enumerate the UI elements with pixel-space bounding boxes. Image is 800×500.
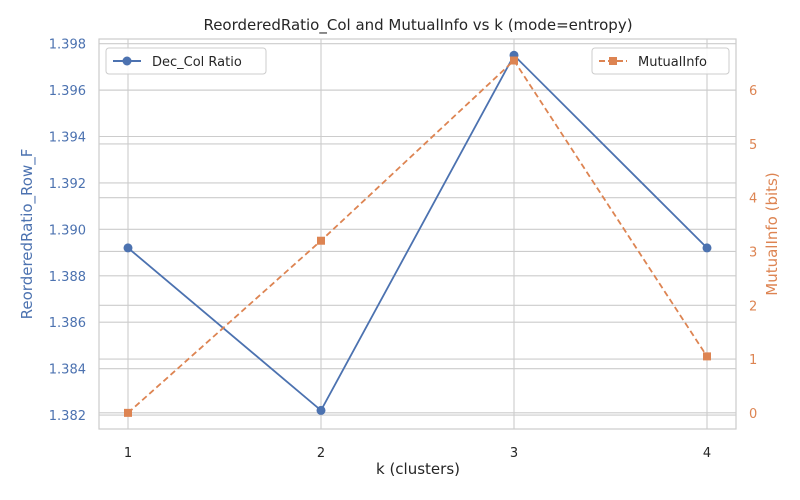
legend-left-box	[105, 47, 267, 75]
x-tick-label: 2	[317, 446, 325, 461]
x-axis-label: k (clusters)	[376, 460, 460, 478]
plot-frame	[98, 38, 737, 430]
series-1-point	[702, 243, 712, 253]
left-tick-label: 1.398	[49, 38, 86, 53]
right-axis-ticks: 0 1 2 3 4 5 6	[749, 84, 757, 422]
series-1-point	[123, 243, 133, 253]
series-2-point	[317, 236, 325, 245]
left-tick-label: 1.390	[49, 223, 86, 238]
left-axis-ticks: 1.382 1.384 1.386 1.388 1.390 1.392 1.394 1.396…	[49, 38, 86, 424]
left-y-axis-label: ReorderedRatio_Row_F	[18, 149, 37, 320]
right-tick-label: 1	[749, 353, 757, 368]
left-tick-label: 1.384	[49, 363, 86, 378]
right-tick-label: 5	[749, 138, 757, 153]
left-tick-label: 1.382	[49, 409, 86, 424]
right-tick-label: 3	[749, 245, 757, 260]
series-1-point	[316, 405, 326, 415]
x-tick-label: 4	[703, 446, 711, 461]
x-tick-label: 3	[510, 446, 518, 461]
left-tick-label: 1.392	[49, 177, 86, 192]
chart-title: ReorderedRatio_Col and MutualInfo vs k (…	[203, 16, 632, 35]
right-tick-label: 4	[749, 192, 757, 207]
left-tick-label: 1.396	[49, 84, 86, 99]
series-line-2	[127, 59, 708, 414]
series-2-point	[703, 352, 711, 361]
x-axis-ticks: 1 2 3 4	[124, 446, 711, 461]
left-tick-label: 1.394	[49, 131, 86, 146]
series-line-1	[127, 53, 708, 412]
vertical-gridlines	[127, 39, 708, 429]
right-y-axis-label: MutualInfo (bits)	[763, 172, 781, 295]
legend-right: MutualInfo	[591, 47, 730, 75]
left-tick-label: 1.386	[49, 316, 86, 331]
series-2-point	[510, 56, 518, 65]
legend-left-label: Dec_Col Ratio	[152, 55, 242, 70]
left-tick-label: 1.388	[49, 270, 86, 285]
legend-left: Dec_Col Ratio	[105, 47, 267, 75]
x-tick-label: 1	[124, 446, 132, 461]
legend-right-box	[591, 47, 730, 75]
horizontal-gridlines	[99, 43, 736, 416]
legend-right-label: MutualInfo	[638, 55, 707, 70]
right-tick-label: 0	[749, 407, 757, 422]
series-layer	[123, 50, 712, 417]
legend-right-marker	[609, 57, 617, 65]
series-2-point	[124, 408, 132, 417]
right-tick-label: 6	[749, 84, 757, 99]
legend-left-marker	[122, 56, 132, 66]
right-tick-label: 2	[749, 299, 757, 314]
